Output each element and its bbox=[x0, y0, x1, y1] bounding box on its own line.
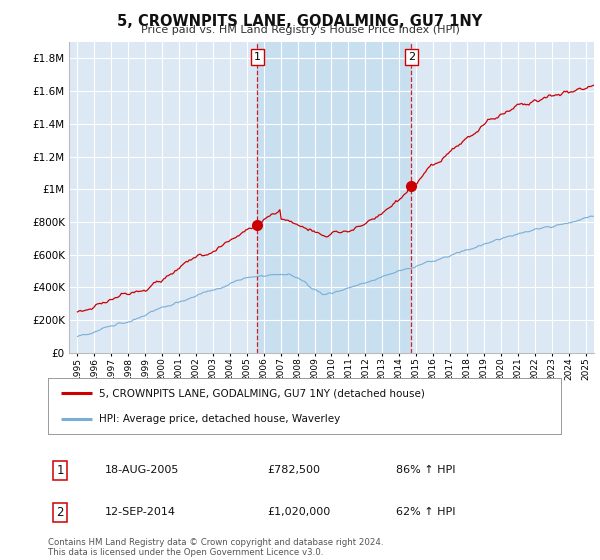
Text: 1: 1 bbox=[56, 464, 64, 477]
Text: Price paid vs. HM Land Registry's House Price Index (HPI): Price paid vs. HM Land Registry's House … bbox=[140, 25, 460, 35]
Text: £1,020,000: £1,020,000 bbox=[267, 507, 330, 517]
Text: 5, CROWNPITS LANE, GODALMING, GU7 1NY: 5, CROWNPITS LANE, GODALMING, GU7 1NY bbox=[118, 14, 482, 29]
Text: 86% ↑ HPI: 86% ↑ HPI bbox=[396, 465, 455, 475]
Bar bbox=[257, 42, 411, 353]
Text: 2: 2 bbox=[56, 506, 64, 519]
Text: 5, CROWNPITS LANE, GODALMING, GU7 1NY (detached house): 5, CROWNPITS LANE, GODALMING, GU7 1NY (d… bbox=[100, 388, 425, 398]
Text: 1: 1 bbox=[254, 52, 261, 62]
Text: £782,500: £782,500 bbox=[267, 465, 320, 475]
Text: 2: 2 bbox=[408, 52, 415, 62]
Text: 18-AUG-2005: 18-AUG-2005 bbox=[105, 465, 179, 475]
Text: 62% ↑ HPI: 62% ↑ HPI bbox=[396, 507, 455, 517]
Text: HPI: Average price, detached house, Waverley: HPI: Average price, detached house, Wave… bbox=[100, 414, 341, 424]
Text: Contains HM Land Registry data © Crown copyright and database right 2024.
This d: Contains HM Land Registry data © Crown c… bbox=[48, 538, 383, 557]
Text: 12-SEP-2014: 12-SEP-2014 bbox=[105, 507, 176, 517]
